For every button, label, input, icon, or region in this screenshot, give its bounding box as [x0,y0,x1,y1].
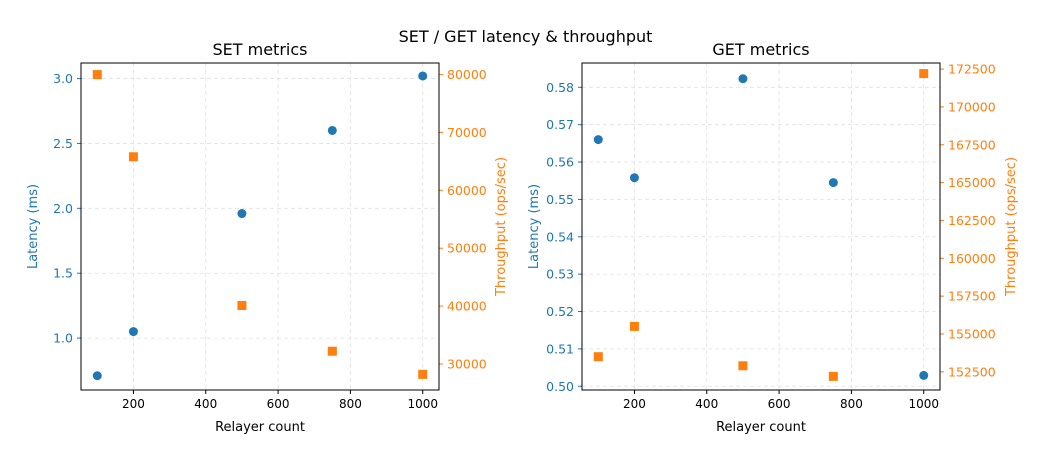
chart2-x-tick-label: 400 [695,397,718,411]
chart2-latency-point [919,370,929,380]
chart1-y-right-tick-label: 60000 [447,183,487,198]
chart1-latency-point [92,371,102,381]
chart2-y-right-tick-label: 172500 [948,62,996,77]
chart2-y-right-tick-label: 155000 [948,326,996,341]
chart1-y-left-tick-label: 2.5 [53,136,73,151]
chart2-throughput-point [828,371,838,381]
chart1-y-right-tick-label: 50000 [447,241,487,256]
chart1-y-right-tick-label: 80000 [447,67,487,82]
chart2-x-axis-label: Relayer count [716,420,806,435]
chart1-y-right-tick-label: 40000 [447,299,487,314]
chart2-y-right-tick-label: 157500 [948,289,996,304]
chart2-y-left-tick-label: 0.50 [546,379,574,394]
chart1-y-left-tick-label: 2.0 [53,201,73,216]
chart2-latency-point [629,173,639,183]
chart2-y-right-tick-label: 167500 [948,137,996,152]
chart2-throughput-point [629,321,639,331]
chart1-x-tick-label: 400 [194,397,217,411]
chart1-title: SET metrics [213,40,308,59]
chart1-throughput-point [237,301,247,311]
chart2-y-right-tick-label: 165000 [948,175,996,190]
chart2-y-left-tick-label: 0.51 [546,341,574,356]
chart2-x-tick-label: 200 [623,397,646,411]
chart2-y-right-tick-label: 170000 [948,99,996,114]
chart1-y-left-tick-label: 3.0 [53,71,73,86]
chart2-latency-point [828,178,838,188]
chart1-axes-frame [80,62,440,391]
chart2-y-left-tick-label: 0.58 [546,80,574,95]
chart2-y-right-tick-label: 152500 [948,364,996,379]
chart2-y-left-axis-label: Latency (ms) [527,184,542,269]
chart1-latency-point [237,209,247,219]
chart2-y-right-axis-label: Throughput (ops/sec) [1004,157,1019,297]
chart1-y-right-tick-label: 70000 [447,125,487,140]
chart2-y-right-tick-label: 160000 [948,251,996,266]
chart2-y-left-tick-label: 0.57 [546,117,574,132]
chart1-x-tick-label: 200 [122,397,145,411]
chart2-y-left-tick-label: 0.54 [546,229,574,244]
chart2-throughput-point [593,352,603,362]
chart2-title: GET metrics [712,40,809,59]
chart1-throughput-point [418,369,428,379]
chart1-y-left-tick-label: 1.5 [53,266,73,281]
chart2-y-left-tick-label: 0.53 [546,267,574,282]
chart2-y-left-tick-label: 0.52 [546,304,574,319]
chart2-x-tick-label: 800 [840,397,863,411]
chart2-latency-point [593,135,603,145]
chart1-y-left-tick-label: 1.0 [53,331,73,346]
chart2-throughput-point [738,361,748,371]
chart1-latency-point [128,327,138,337]
chart1-y-right-tick-label: 30000 [447,356,487,371]
chart1-y-right-axis-label: Throughput (ops/sec) [494,157,509,297]
chart1-x-tick-label: 800 [339,397,362,411]
chart2-x-tick-label: 600 [768,397,791,411]
chart2-y-left-tick-label: 0.55 [546,192,574,207]
chart2-latency-point [738,74,748,84]
chart1-throughput-point [327,346,337,356]
figure-title: SET / GET latency & throughput [398,27,653,46]
chart1-x-tick-label: 1000 [407,397,438,411]
chart2-y-right-tick-label: 162500 [948,213,996,228]
chart1-x-tick-label: 600 [267,397,290,411]
chart1-latency-point [418,71,428,81]
chart2-y-left-tick-label: 0.56 [546,155,574,170]
chart1-x-axis-label: Relayer count [215,420,305,435]
chart1-y-left-axis-label: Latency (ms) [26,184,41,269]
chart2-axes-frame [581,62,941,391]
chart1-throughput-point [92,70,102,80]
chart2-x-tick-label: 1000 [908,397,939,411]
chart1-throughput-point [128,152,138,162]
chart1-latency-point [327,125,337,135]
chart2-throughput-point [919,69,929,79]
